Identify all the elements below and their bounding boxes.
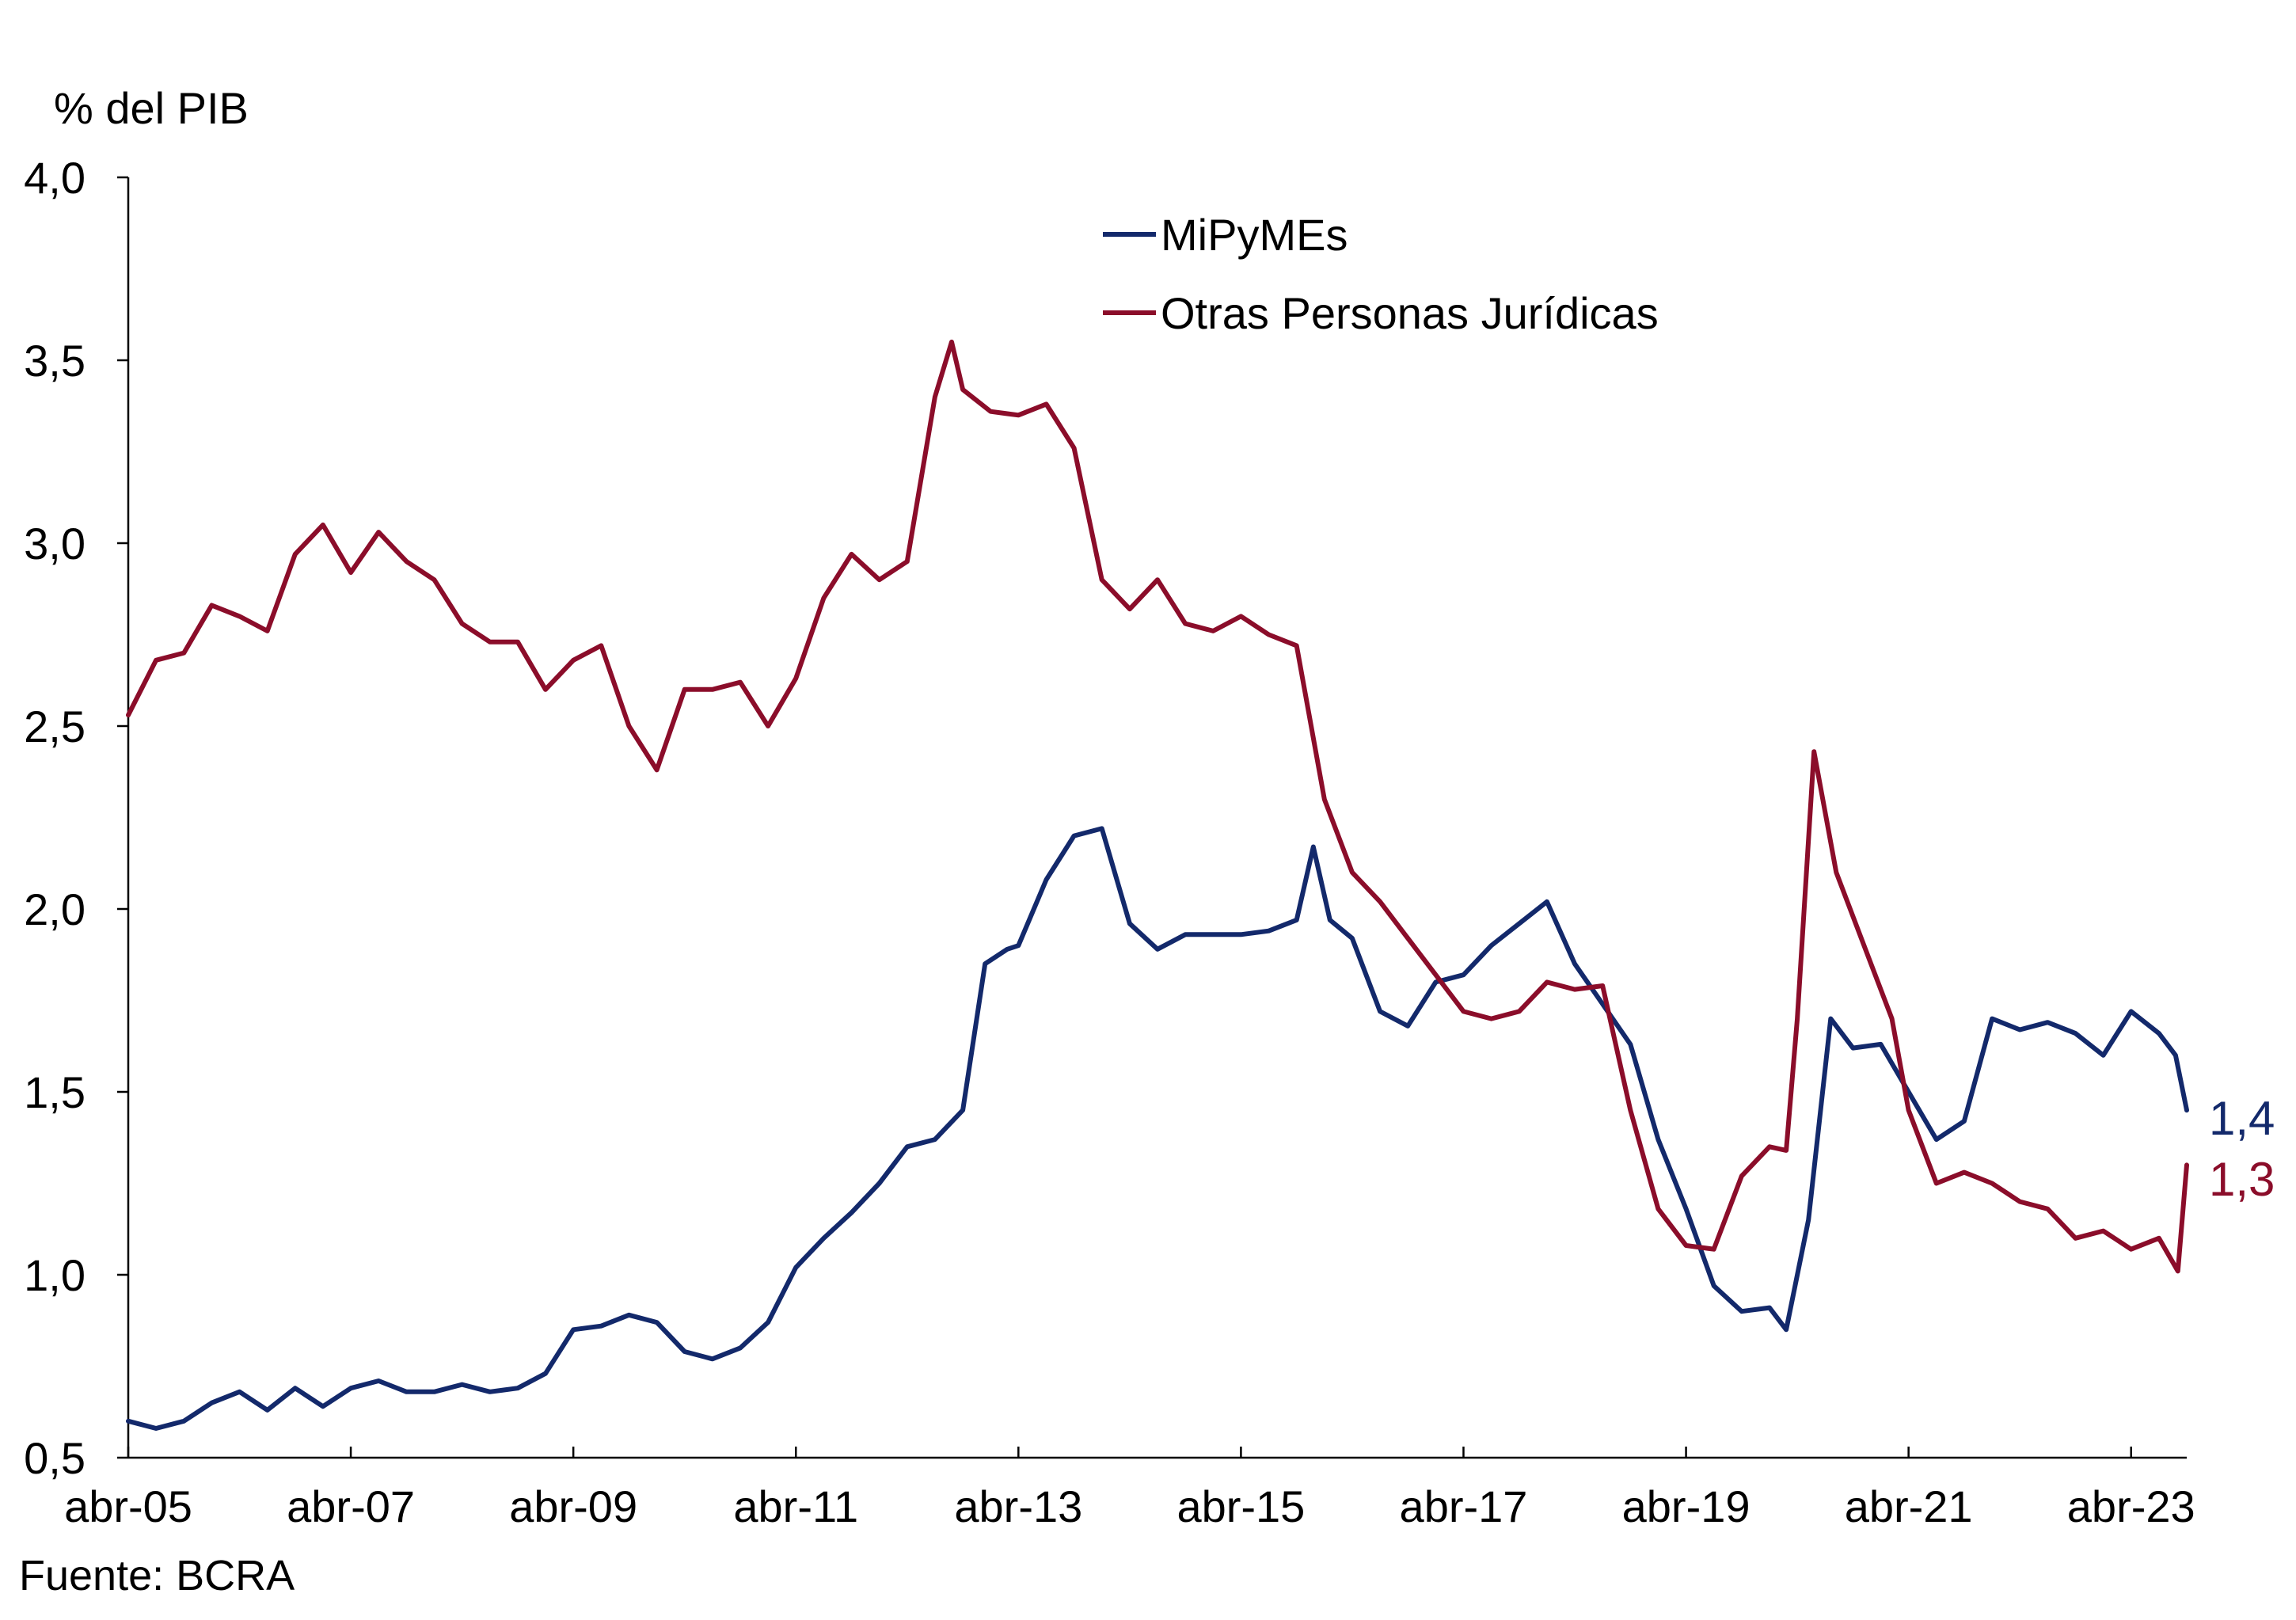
series-line-mipymes — [126, 826, 2189, 1431]
x-tick-label: abr-07 — [287, 1481, 415, 1531]
x-tick-label: abr-13 — [954, 1481, 1082, 1531]
end-label-mipymes: 1,4 — [2209, 1092, 2275, 1145]
x-tick-label: abr-19 — [1622, 1481, 1751, 1531]
x-tick-label: abr-17 — [1400, 1481, 1528, 1531]
y-tick-label: 3,0 — [24, 519, 86, 569]
y-tick-label: 2,0 — [24, 884, 86, 934]
y-tick-label: 1,5 — [24, 1067, 86, 1117]
x-tick-label: abr-09 — [509, 1481, 637, 1531]
source-note: Fuente: BCRA — [19, 1552, 295, 1599]
legend-item-otras: Otras Personas Jurídicas — [1103, 288, 1659, 338]
x-tick-label: abr-21 — [1845, 1481, 1973, 1531]
series-line-otras-personas-juridicas — [126, 339, 2189, 1274]
end-label-otras: 1,3 — [2209, 1153, 2275, 1206]
y-tick-label: 3,5 — [24, 336, 86, 386]
y-tick-label: 2,5 — [24, 702, 86, 751]
y-axis-unit-label: % del PIB — [54, 83, 249, 133]
legend-item-mipymes: MiPyMEs — [1103, 210, 1348, 260]
x-tick-label: abr-05 — [64, 1481, 192, 1531]
y-tick-label: 1,0 — [24, 1250, 86, 1300]
y-tick-label: 0,5 — [24, 1433, 86, 1483]
x-tick-label: abr-23 — [2067, 1481, 2195, 1531]
series-layer — [126, 339, 2189, 1431]
legend-label-otras: Otras Personas Jurídicas — [1161, 288, 1659, 338]
x-tick-label: abr-11 — [733, 1481, 858, 1531]
legend: MiPyMEs Otras Personas Jurídicas — [1103, 210, 1659, 338]
x-axis: abr-05 abr-07 abr-09 abr-11 abr-13 abr-15 abr-… — [64, 1447, 2195, 1531]
x-tick-label: abr-15 — [1177, 1481, 1305, 1531]
y-tick-label: 4,0 — [24, 153, 86, 203]
legend-label-mipymes: MiPyMEs — [1161, 210, 1348, 260]
y-axis: 0,5 1,0 1,5 2,0 2,5 3,0 3,5 4,0 — [24, 153, 128, 1483]
